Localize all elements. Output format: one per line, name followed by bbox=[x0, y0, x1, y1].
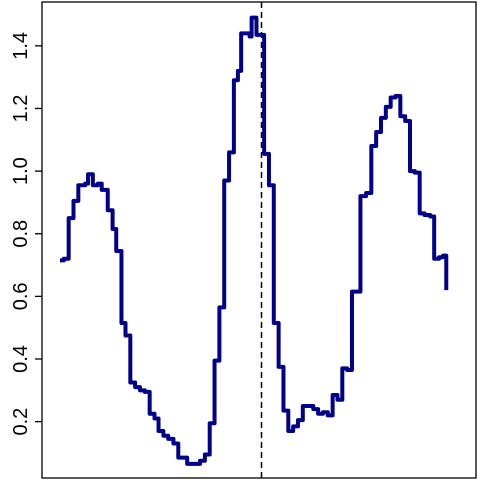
y-axis: 0.2 0.4 0.6 0.8 1.0 1.2 1.4 bbox=[10, 32, 42, 436]
plot-frame bbox=[42, 2, 476, 478]
y-tick-label: 1.2 bbox=[10, 95, 32, 123]
y-tick-label: 1.0 bbox=[10, 157, 32, 185]
y-tick-label: 0.2 bbox=[10, 408, 32, 436]
plot-border bbox=[42, 2, 476, 478]
y-tick-label: 1.4 bbox=[10, 32, 32, 60]
series-group bbox=[60, 18, 446, 464]
y-tick-label: 0.8 bbox=[10, 220, 32, 248]
y-tick-label: 0.6 bbox=[10, 282, 32, 310]
y-tick-label: 0.4 bbox=[10, 345, 32, 373]
series-line bbox=[60, 18, 446, 464]
